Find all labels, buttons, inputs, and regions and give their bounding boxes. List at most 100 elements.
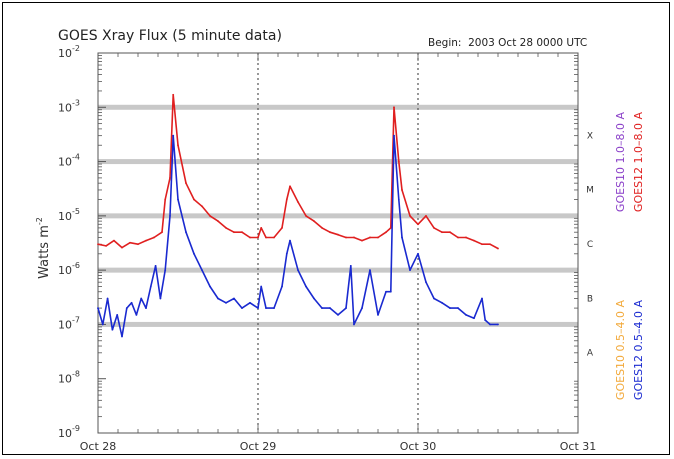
chart-title: GOES Xray Flux (5 minute data) — [58, 28, 282, 44]
data-point — [297, 269, 299, 272]
data-point — [265, 236, 267, 239]
data-point — [209, 285, 211, 288]
data-point — [377, 236, 379, 239]
y-axis-label: Watts m-2 — [35, 217, 52, 279]
plot-axes — [97, 52, 579, 434]
data-point — [285, 252, 288, 255]
legend: GOES10 1.0–8.0 A GOES12 1.0–8.0 A GOES10… — [614, 111, 645, 400]
y-tick-label: 10-8 — [58, 370, 80, 386]
data-point — [105, 244, 107, 247]
data-point — [385, 290, 387, 293]
data-point — [449, 231, 451, 234]
x-tick-label: Oct 29 — [240, 440, 277, 453]
data-point — [397, 160, 400, 163]
data-point — [393, 134, 395, 137]
data-point — [265, 307, 267, 309]
data-point — [409, 269, 411, 272]
data-point — [201, 205, 203, 208]
data-point — [465, 313, 467, 316]
data-point — [417, 252, 419, 255]
data-point — [329, 307, 331, 309]
data-point — [329, 231, 331, 234]
data-point — [425, 281, 427, 284]
data-point — [397, 198, 400, 201]
begin-label: Begin: 2003 Oct 28 0000 UTC — [428, 37, 587, 49]
data-point — [349, 264, 352, 267]
data-point — [433, 227, 435, 229]
data-point — [260, 285, 263, 288]
flare-band — [98, 267, 578, 273]
data-point — [225, 301, 227, 304]
data-point — [97, 307, 99, 309]
data-point — [116, 313, 119, 316]
data-point — [497, 247, 499, 250]
data-point — [137, 243, 139, 246]
flare-class-label: A — [587, 349, 594, 359]
data-point — [289, 239, 291, 242]
data-point — [145, 307, 147, 309]
y-tick-label: 10-4 — [58, 153, 80, 169]
legend-goes10-short: GOES10 0.5–4.0 A — [614, 299, 627, 400]
data-point — [225, 227, 227, 229]
data-point — [177, 198, 179, 201]
data-point — [97, 243, 99, 246]
flare-band — [98, 213, 578, 219]
data-point — [129, 241, 131, 244]
data-point — [321, 227, 323, 229]
y-tick-label: 10-9 — [58, 424, 80, 440]
data-point — [121, 335, 123, 338]
data-point — [233, 231, 235, 234]
data-point — [161, 231, 163, 234]
data-point — [377, 313, 379, 316]
data-point — [473, 317, 475, 320]
x-tick-label: Oct 28 — [80, 440, 117, 453]
data-point — [441, 231, 443, 234]
data-point — [257, 236, 259, 239]
data-point — [201, 269, 203, 272]
flare-band — [98, 104, 578, 110]
flare-class-label: C — [587, 240, 593, 250]
data-point — [101, 323, 104, 326]
legend-goes12-short: GOES12 0.5–4.0 A — [632, 299, 645, 400]
flare-band — [98, 321, 578, 327]
data-point — [106, 297, 109, 300]
data-point — [281, 285, 283, 288]
data-point — [130, 301, 133, 304]
data-point — [484, 319, 487, 322]
data-point — [313, 297, 315, 300]
data-point — [321, 307, 323, 309]
data-point — [449, 307, 451, 309]
data-point — [441, 301, 443, 304]
data-point — [241, 307, 243, 309]
y-axis-ticks: 10-2 10-3 10-4 10-5 10-6 10-7 10-8 10-9 — [58, 44, 106, 440]
data-point — [401, 189, 403, 191]
data-point — [389, 290, 392, 293]
series-goes12-long — [97, 94, 499, 250]
data-series — [97, 93, 499, 338]
data-point — [425, 214, 427, 217]
data-point — [489, 243, 491, 246]
data-point — [361, 307, 363, 309]
flare-class-label: M — [586, 186, 594, 196]
data-point — [305, 214, 307, 217]
chart-frame — [2, 2, 670, 455]
plot-area — [97, 52, 579, 434]
data-point — [121, 246, 123, 249]
data-point — [353, 236, 355, 239]
data-point — [217, 297, 219, 300]
data-point — [353, 323, 355, 326]
data-point — [457, 236, 459, 239]
series-goes12-short — [97, 134, 498, 338]
x-tick-label: Oct 31 — [560, 440, 597, 453]
data-point — [154, 264, 157, 267]
data-point — [153, 236, 155, 239]
data-point — [135, 313, 138, 316]
data-point — [111, 328, 114, 331]
data-point — [149, 285, 152, 288]
data-point — [465, 236, 467, 239]
data-point — [273, 236, 275, 239]
data-point — [473, 239, 475, 242]
y-tick-label: 10-7 — [58, 315, 80, 331]
data-point — [159, 297, 162, 300]
data-point — [164, 198, 167, 201]
